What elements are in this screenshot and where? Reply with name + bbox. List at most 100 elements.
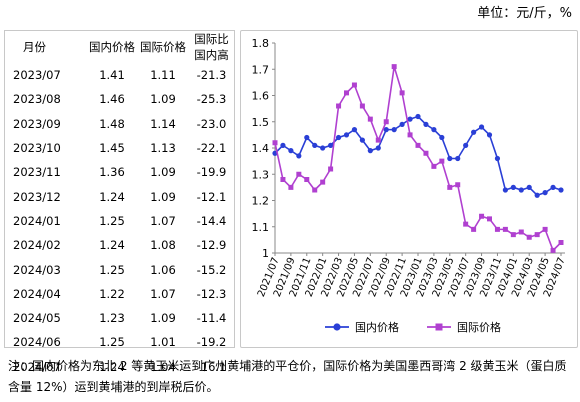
- data-point-international: [312, 187, 318, 193]
- cell-domestic-price: 1.48: [99, 116, 125, 131]
- data-point-international: [320, 179, 326, 185]
- data-point-domestic: [478, 124, 485, 130]
- data-point-domestic: [455, 155, 461, 162]
- y-tick-label: 1.2: [252, 195, 270, 208]
- y-tick-label: 1.6: [252, 90, 270, 103]
- header-intl-vs-domestic: 国际比国内高: [194, 32, 229, 62]
- cell-domestic-price: 1.24: [99, 189, 125, 204]
- series-line-international: [274, 66, 562, 252]
- cell-international-price: 1.11: [150, 68, 176, 83]
- data-point-international: [431, 163, 437, 169]
- cell-international-price: 1.09: [150, 165, 176, 180]
- cell-intl-vs-domestic: -23.0: [196, 116, 227, 131]
- cell-international-price: 1.09: [150, 92, 176, 107]
- data-point-domestic: [296, 153, 302, 159]
- cell-international-price: 1.07: [150, 213, 176, 228]
- data-point-international: [534, 232, 540, 238]
- data-point-domestic: [391, 127, 397, 133]
- data-point-domestic: [375, 145, 381, 151]
- data-point-domestic: [367, 148, 373, 154]
- data-point-international: [494, 226, 500, 232]
- data-point-international: [272, 140, 278, 146]
- table-row: 2023/08 1.46 1.09 -25.3: [5, 87, 234, 111]
- data-point-domestic: [486, 132, 493, 138]
- y-tick-label: 1.4: [252, 142, 270, 155]
- cell-international-price: 1.14: [150, 116, 176, 131]
- data-point-international: [399, 90, 405, 96]
- data-point-international: [344, 90, 349, 96]
- cell-international-price: 1.01: [150, 335, 176, 350]
- table-header-row: 月份 国内价格 国际价格 国际比国内高: [5, 31, 234, 63]
- data-point-domestic: [280, 142, 286, 148]
- table-row: 2023/07 1.41 1.11 -21.3: [5, 63, 234, 87]
- data-point-domestic: [463, 142, 469, 148]
- y-tick-label: 1.5: [252, 116, 270, 129]
- cell-month: 2024/04: [13, 286, 61, 301]
- data-point-domestic: [312, 142, 318, 148]
- cell-intl-vs-domestic: -19.2: [196, 335, 227, 350]
- data-point-international: [479, 213, 485, 219]
- data-point-international: [463, 221, 469, 227]
- cell-intl-vs-domestic: -16.1: [196, 359, 227, 374]
- cell-international-price: 1.13: [150, 141, 176, 156]
- cell-international-price: 1.09: [150, 189, 176, 204]
- data-point-international: [415, 142, 421, 148]
- data-point-domestic: [328, 142, 334, 148]
- legend-marker-international: [435, 323, 443, 331]
- data-point-domestic: [447, 155, 453, 162]
- data-point-domestic: [502, 187, 508, 193]
- cell-domestic-price: 1.41: [99, 68, 125, 83]
- table-row: 2023/12 1.24 1.09 -12.1: [5, 184, 234, 208]
- data-point-domestic: [542, 190, 548, 196]
- price-chart-panel: 1 1.1 1.2 1.3 1.4 1.5 1.6 1.7 1.8 2021/07 2021/09 2…: [240, 30, 578, 348]
- data-point-international: [391, 64, 397, 70]
- data-point-international: [304, 177, 310, 182]
- data-point-domestic: [431, 127, 437, 133]
- y-tick-label: 1.8: [252, 37, 270, 50]
- y-tick-label: 1.1: [252, 221, 270, 234]
- cell-month: 2023/07: [13, 68, 61, 83]
- data-point-international: [487, 216, 492, 222]
- data-point-international: [328, 166, 334, 172]
- legend-label: 国内价格: [355, 320, 399, 334]
- cell-month: 2023/08: [13, 92, 61, 107]
- data-point-international: [359, 103, 365, 109]
- cell-international-price: 1.09: [150, 311, 176, 326]
- cell-intl-vs-domestic: -14.4: [196, 213, 227, 228]
- cell-month: 2024/06: [13, 335, 61, 350]
- cell-intl-vs-domestic: -12.1: [196, 189, 227, 204]
- cell-month: 2023/12: [13, 189, 61, 204]
- data-point-international: [336, 103, 342, 109]
- legend-marker-domestic: [333, 323, 341, 331]
- table-row: 2023/11 1.36 1.09 -19.9: [5, 160, 234, 184]
- data-point-domestic: [550, 184, 556, 190]
- cell-month: 2024/01: [13, 213, 61, 228]
- price-line-chart: 11.11.21.31.41.51.61.71.82021/072021/092…: [252, 37, 568, 334]
- data-point-domestic: [471, 129, 477, 135]
- cell-international-price: 1.04: [150, 359, 176, 374]
- data-point-domestic: [320, 145, 326, 151]
- data-point-international: [526, 234, 532, 240]
- cell-month: 2023/09: [13, 116, 61, 131]
- data-point-international: [288, 184, 294, 190]
- data-point-international: [550, 247, 556, 253]
- data-point-domestic: [534, 192, 540, 198]
- data-point-domestic: [518, 187, 524, 193]
- table-row: 2024/07 1.24 1.04 -16.1: [5, 355, 234, 379]
- unit-label: 单位：元/斤，%: [477, 6, 572, 21]
- data-point-domestic: [439, 134, 445, 141]
- data-point-international: [510, 232, 516, 238]
- cell-intl-vs-domestic: -21.3: [196, 68, 227, 83]
- footnote: 注：国内价格为东北 2 等黄玉米运到广州黄埔港的平仓价，国际价格为美国墨西哥湾 …: [8, 359, 567, 394]
- data-point-international: [447, 184, 453, 190]
- data-point-international: [280, 177, 286, 182]
- cell-intl-vs-domestic: -22.1: [196, 141, 227, 156]
- header-international-price: 国际价格: [140, 40, 186, 54]
- data-point-international: [439, 158, 445, 164]
- data-point-international: [383, 119, 389, 125]
- cell-domestic-price: 1.23: [99, 311, 125, 326]
- table-row: 2024/01 1.25 1.07 -14.4: [5, 209, 234, 233]
- cell-domestic-price: 1.46: [99, 92, 125, 107]
- cell-month: 2024/07: [13, 359, 61, 374]
- data-point-domestic: [407, 116, 413, 122]
